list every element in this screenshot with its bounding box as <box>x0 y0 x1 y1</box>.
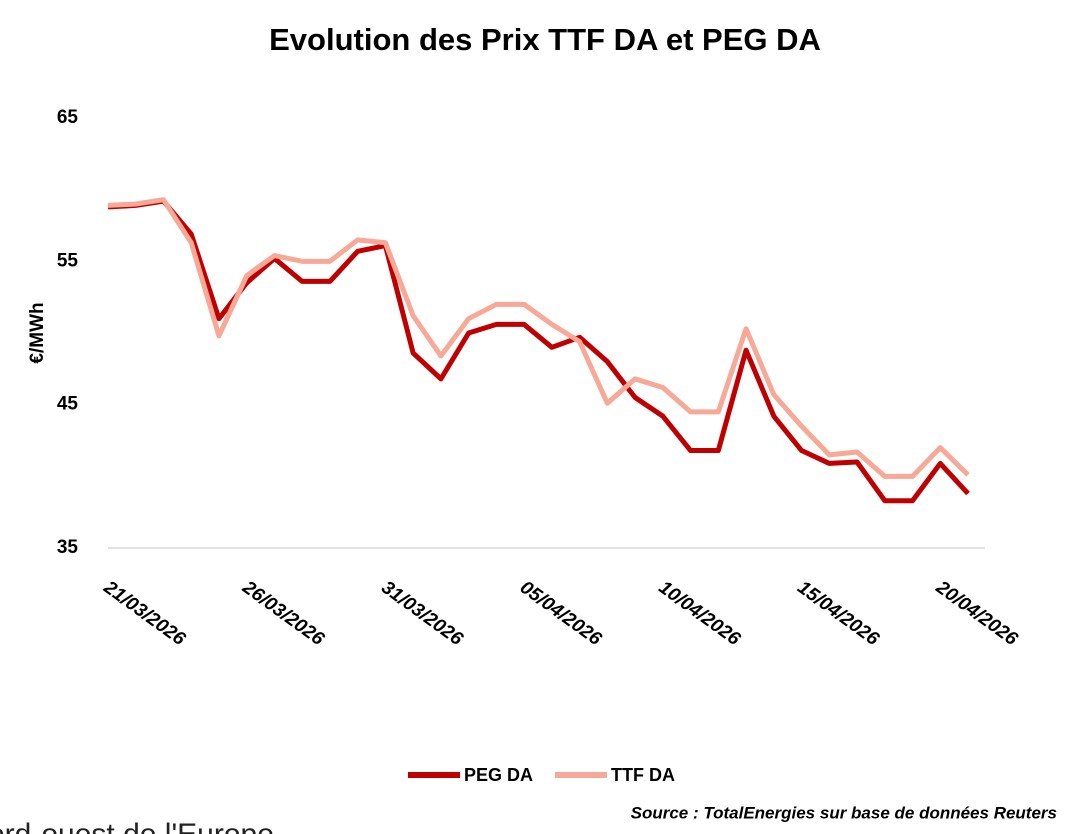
chart-title: Evolution des Prix TTF DA et PEG DA <box>269 22 821 57</box>
x-tick-label: 31/03/2026 <box>377 577 467 650</box>
source: Source : TotalEnergies sur base de donné… <box>631 803 1057 822</box>
line-series <box>107 197 970 479</box>
y-axis-label: €/MWh <box>27 302 48 363</box>
x-tick-label: 26/03/2026 <box>238 577 328 651</box>
legend-label: TTF DA <box>611 765 675 785</box>
line-series <box>107 198 970 504</box>
y-tick-label: 55 <box>57 250 79 271</box>
y-tick-label: 45 <box>57 394 79 415</box>
legend-label: PEG DA <box>464 765 533 785</box>
y-tick-label: 35 <box>57 537 79 558</box>
y-tick-label: 65 <box>57 107 79 128</box>
x-tick-label: 21/03/2026 <box>99 577 189 651</box>
x-tick-label: 15/04/2026 <box>793 577 883 650</box>
x-tick-label: 10/04/2026 <box>655 577 745 650</box>
footer-text: ord-ouest de l'Europe <box>0 818 274 834</box>
x-tick-label: 20/04/2026 <box>931 577 1021 651</box>
x-tick-label: 05/04/2026 <box>516 577 606 650</box>
